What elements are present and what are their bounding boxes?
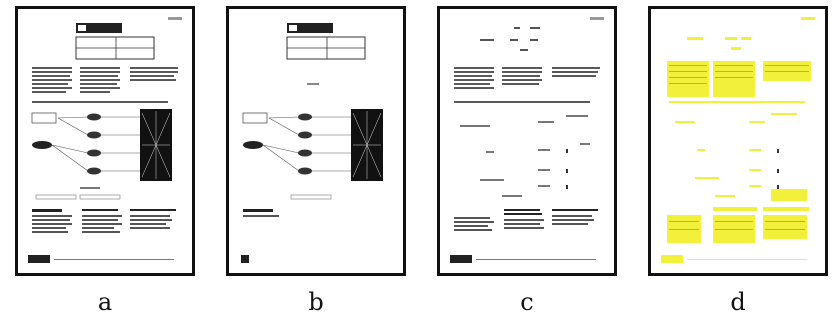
panel-a-label: a (97, 288, 113, 316)
panel-d-page (651, 9, 825, 273)
panel-c-label: c (520, 288, 534, 316)
panel-b-label: b (308, 288, 324, 316)
panel-b-page (229, 9, 403, 273)
panel-b-thumbnail (226, 6, 406, 276)
panel-d-label: d (730, 288, 746, 316)
panel-a-thumbnail (15, 6, 195, 276)
panel-a-page (18, 9, 192, 273)
panel-d-thumbnail (648, 6, 828, 276)
panel-c-thumbnail (437, 6, 617, 276)
panel-c-page (440, 9, 614, 273)
